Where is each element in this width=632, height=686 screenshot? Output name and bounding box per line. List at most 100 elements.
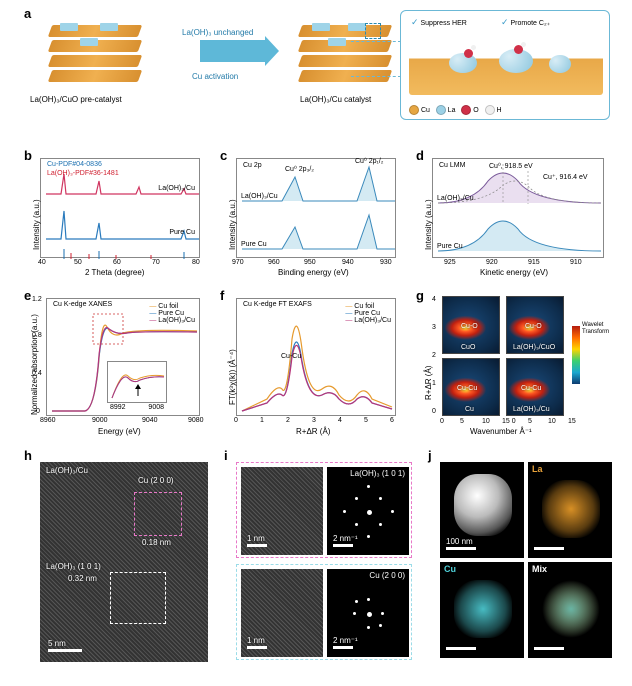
- colorbar: [572, 326, 580, 384]
- inset-tick2: 9008: [148, 404, 164, 411]
- f-title: Cu K-edge FT EXAFS: [243, 301, 312, 308]
- g-cap-1: La(OH)₃/CuO: [513, 344, 555, 351]
- c-peak1: Cu⁰ 2p₃/₂: [285, 165, 314, 173]
- label-i: i: [224, 448, 228, 463]
- i-top-label: La(OH)₃ (1 0 1): [350, 469, 405, 478]
- g-peak-2: Cu-Cu: [457, 385, 477, 392]
- h-ann2: La(OH)₃ (1 0 1): [46, 562, 101, 571]
- bullet-2-text: Promote C₂₊: [511, 20, 551, 27]
- f-leg2: Pure Cu: [354, 310, 380, 317]
- panel-h-tem: La(OH)₃/Cu Cu (2 0 0) 0.18 nm La(OH)₃ (1…: [40, 462, 208, 662]
- legend-cu: Cu: [421, 107, 430, 114]
- inset-tick1: 8992: [110, 404, 126, 411]
- j-mix: Mix: [528, 562, 612, 658]
- e-leg1: Cu foil: [158, 303, 178, 310]
- c-trace2: Pure Cu: [241, 241, 267, 248]
- j-haadf: 100 nm: [440, 462, 524, 558]
- colorbar-label: WaveletTransform: [582, 322, 609, 336]
- h-box2: [110, 572, 166, 624]
- zoom-inset: ✓ Suppress HER ✓ Promote C₂₊ Cu La O H: [400, 10, 610, 120]
- d-ylabel: Intensity (a.u.): [424, 199, 433, 250]
- c-peak2: Cu⁰ 2p₁/₂: [355, 157, 384, 165]
- j-scale: 100 nm: [446, 537, 473, 546]
- b-trace2: Pure Cu: [169, 229, 195, 236]
- b-ylabel: Intensity (a.u.): [32, 199, 41, 250]
- bullet-1: ✓ Suppress HER: [411, 17, 467, 28]
- precat-stack: [50, 25, 150, 85]
- g-xlabel: Wavenumber Å⁻¹: [470, 427, 532, 436]
- bullet-2: ✓ Promote C₂₊: [501, 17, 550, 28]
- g-ylabel: R+ΔR (Å): [424, 366, 433, 400]
- d-trace1: La(OH)₃/Cu: [437, 195, 474, 202]
- panel-i: 1 nm La(OH)₃ (1 0 1) 2 nm⁻¹ 1 nm Cu (2 0…: [236, 462, 412, 662]
- g-cap-3: La(OH)₃/Cu: [513, 406, 550, 413]
- b-trace1: La(OH)₃/Cu: [158, 185, 195, 192]
- j-la: La: [528, 462, 612, 558]
- i-top-fftscale: 2 nm⁻¹: [333, 534, 358, 543]
- panel-b-chart: Cu-PDF#04-0836 La(OH)₃-PDF#36-1481 La(OH…: [40, 158, 200, 258]
- h-box1: [134, 492, 182, 536]
- label-e: e: [24, 288, 31, 303]
- ref2-text: La(OH)₃-PDF#36-1481: [47, 170, 119, 177]
- f-xlabel: R+ΔR (Å): [296, 427, 330, 436]
- e-xlabel: Energy (eV): [98, 427, 141, 436]
- i-top-hrtem: 1 nm: [241, 467, 323, 555]
- arrow-icon: [200, 40, 280, 70]
- panel-g-wavelet: Cu-O CuO Cu-O La(OH)₃/CuO Cu-Cu Cu Cu-Cu…: [432, 296, 610, 426]
- d-title: Cu LMM: [439, 162, 465, 169]
- panel-f-chart: Cu K-edge FT EXAFS Cu-Cu — Cu foil — Pur…: [236, 298, 396, 416]
- panel-c-chart: Cu 2p Cu⁰ 2p₃/₂ Cu⁰ 2p₁/₂ La(OH)₃/Cu Pur…: [236, 158, 396, 258]
- i-top-scale: 1 nm: [247, 534, 265, 543]
- i-bot-fft: Cu (2 0 0) 2 nm⁻¹: [327, 569, 409, 657]
- g-peak-0: Cu-O: [461, 323, 478, 330]
- g-peak-3: Cu-Cu: [521, 385, 541, 392]
- wavelet-cu: Cu-Cu Cu: [442, 358, 500, 416]
- e-leg2: Pure Cu: [158, 310, 184, 317]
- wavelet-lacuo: Cu-O La(OH)₃/CuO: [506, 296, 564, 354]
- atomistic-render: [409, 39, 603, 95]
- panel-e-chart: 8992 9008 Cu K-edge XANES — Cu foil — Pu…: [46, 298, 200, 416]
- h-ann2d: 0.32 nm: [68, 574, 97, 583]
- g-cap-0: CuO: [461, 344, 475, 351]
- cat-caption: La(OH)₃/Cu catalyst: [300, 95, 371, 104]
- i-bot-hrtem: 1 nm: [241, 569, 323, 657]
- panel-d-chart: Cu LMM Cu⁰, 918.5 eV Cu⁺, 916.4 eV La(OH…: [432, 158, 604, 258]
- ref1-text: Cu-PDF#04-0836: [47, 161, 102, 168]
- f-leg1: Cu foil: [354, 303, 374, 310]
- legend-h: H: [497, 107, 502, 114]
- f-leg3: La(OH)₃/Cu: [354, 317, 391, 324]
- c-ylabel: Intensity (a.u.): [228, 199, 237, 250]
- i-bot-label: Cu (2 0 0): [369, 571, 405, 580]
- label-h: h: [24, 448, 32, 463]
- label-j: j: [428, 448, 432, 463]
- i-bot-fftscale: 2 nm⁻¹: [333, 636, 358, 645]
- i-top-group: 1 nm La(OH)₃ (1 0 1) 2 nm⁻¹: [236, 462, 412, 558]
- i-bot-group: 1 nm Cu (2 0 0) 2 nm⁻¹: [236, 564, 412, 660]
- arrow-bottom-text: Cu activation: [192, 72, 238, 81]
- legend-la: La: [448, 107, 456, 114]
- d-xlabel: Kinetic energy (eV): [480, 268, 548, 277]
- f-legend: — Cu foil — Pure Cu — La(OH)₃/Cu: [345, 303, 391, 324]
- g-peak-1: Cu-O: [525, 323, 542, 330]
- h-scaletext: 5 nm: [48, 639, 66, 648]
- precat-caption: La(OH)₃/CuO pre-catalyst: [30, 95, 122, 104]
- j-cu: Cu: [440, 562, 524, 658]
- wavelet-cuo: Cu-O CuO: [442, 296, 500, 354]
- e-ylabel: Normalized absorption (a.u.): [30, 314, 39, 415]
- bullet-1-text: Suppress HER: [421, 20, 467, 27]
- arrow-top-text: La(OH)₃ unchanged: [182, 28, 253, 37]
- j-mix-label: Mix: [532, 564, 547, 574]
- b-xlabel: 2 Theta (degree): [85, 268, 144, 277]
- e-inset: 8992 9008: [107, 361, 167, 403]
- panel-j: 100 nm La Cu Mix: [440, 462, 612, 662]
- h-ann1d: 0.18 nm: [142, 538, 171, 547]
- panel-a-schematic: La(OH)₃/CuO pre-catalyst La(OH)₃ unchang…: [30, 10, 610, 130]
- f-peak: Cu-Cu: [281, 353, 301, 360]
- j-la-label: La: [532, 464, 543, 474]
- c-xlabel: Binding energy (eV): [278, 268, 349, 277]
- c-trace1: La(OH)₃/Cu: [241, 193, 278, 200]
- i-bot-scale: 1 nm: [247, 636, 265, 645]
- h-scalebar: [48, 649, 82, 652]
- label-f: f: [220, 288, 224, 303]
- label-c: c: [220, 148, 227, 163]
